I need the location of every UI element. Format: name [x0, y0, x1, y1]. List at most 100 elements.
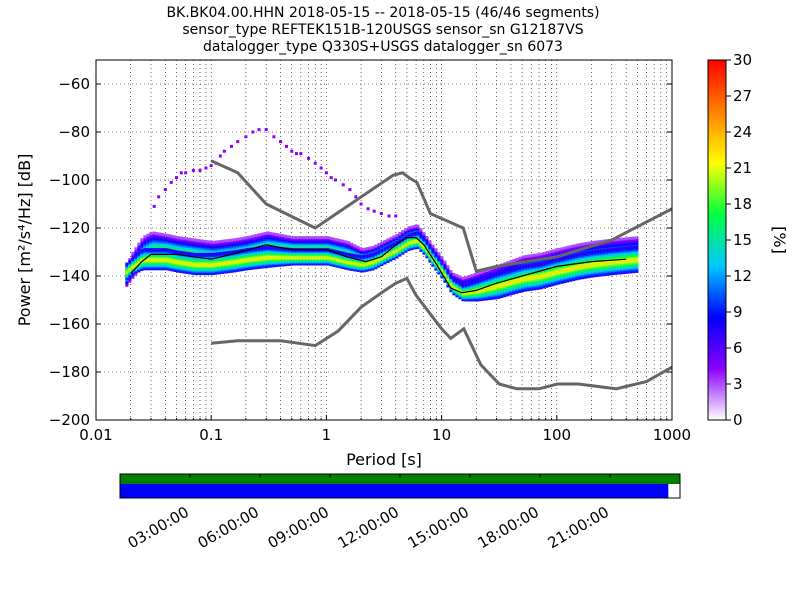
density-cell — [506, 264, 510, 268]
density-cell — [395, 233, 399, 237]
density-cell — [326, 236, 330, 240]
density-cell — [164, 236, 168, 240]
density-cell — [380, 241, 384, 245]
density-cell — [209, 252, 213, 256]
density-cell — [416, 231, 420, 235]
density-cell — [626, 237, 630, 241]
density-cell — [155, 242, 159, 246]
density-cell — [602, 245, 606, 249]
density-cell — [575, 250, 579, 254]
density-cell — [380, 248, 384, 252]
density-cell — [446, 265, 450, 269]
density-cell — [572, 246, 576, 250]
density-cell — [152, 233, 156, 237]
density-cell — [584, 242, 588, 246]
density-cell — [413, 224, 417, 228]
density-cell — [413, 231, 417, 235]
density-cell — [623, 242, 627, 246]
density-cell — [152, 231, 156, 235]
title-line-3: datalogger_type Q330S+USGS datalogger_sn… — [203, 39, 563, 55]
density-cell — [266, 231, 270, 235]
density-cell — [293, 236, 297, 240]
density-cell — [257, 246, 261, 250]
density-cell — [581, 244, 585, 248]
density-cell — [476, 273, 480, 277]
density-cell — [392, 235, 396, 239]
density-cell — [617, 241, 621, 245]
density-cell — [431, 249, 435, 253]
density-cell — [236, 249, 240, 253]
density-cell — [377, 250, 381, 254]
density-cell — [392, 242, 396, 246]
density-cell — [455, 274, 459, 278]
density-cell — [221, 239, 225, 243]
density-cell — [527, 261, 531, 265]
density-cell — [515, 259, 519, 263]
density-cell — [272, 246, 276, 250]
density-cell — [434, 253, 438, 257]
density-cell — [374, 244, 378, 248]
density-cell — [161, 237, 165, 241]
density-cell — [266, 245, 270, 249]
density-cell — [140, 247, 144, 251]
density-cell — [533, 260, 537, 264]
density-cell — [239, 249, 243, 253]
density-cell — [530, 254, 534, 258]
density-cell — [155, 245, 159, 249]
density-cell — [161, 233, 165, 237]
density-cell — [419, 228, 423, 232]
density-cell — [272, 232, 276, 236]
density-cell — [158, 245, 162, 249]
density-cell — [476, 275, 480, 279]
density-cell — [146, 248, 150, 252]
density-cell — [170, 234, 174, 238]
density-cell — [149, 239, 153, 243]
density-cell — [194, 238, 198, 242]
density-cell — [227, 250, 231, 254]
density-cell — [542, 253, 546, 257]
density-cell — [158, 235, 162, 239]
density-cell — [539, 254, 543, 258]
title-line-2: sensor_type REFTEK151B-120USGS sensor_sn… — [182, 22, 583, 38]
density-cell — [581, 242, 585, 246]
density-cell — [629, 240, 633, 244]
density-cell — [185, 251, 189, 255]
density-cell — [155, 235, 159, 239]
density-cell — [455, 279, 459, 283]
density-cell — [359, 255, 363, 259]
density-cell — [140, 243, 144, 247]
density-cell — [215, 240, 219, 244]
density-cell — [398, 239, 402, 243]
density-cell — [530, 261, 534, 265]
density-cell — [260, 246, 264, 250]
density-cell — [128, 258, 132, 262]
density-cell — [164, 248, 168, 252]
density-cell — [152, 242, 156, 246]
density-cell — [143, 235, 147, 239]
density-cell — [140, 241, 144, 245]
density-cell — [146, 235, 150, 239]
density-cell — [422, 237, 426, 241]
density-cell — [548, 250, 552, 254]
density-cell — [614, 243, 618, 247]
density-cell — [539, 259, 543, 263]
density-cell — [158, 240, 162, 244]
density-cell — [167, 234, 171, 238]
density-cell — [572, 244, 576, 248]
density-cell — [563, 246, 567, 250]
density-cell — [467, 282, 471, 286]
density-cell — [407, 226, 411, 230]
density-cell — [599, 239, 603, 243]
density-cell — [164, 241, 168, 245]
density-cell — [368, 246, 372, 250]
density-cell — [203, 239, 207, 243]
density-cell — [311, 236, 315, 240]
density-cell — [137, 246, 141, 250]
density-cell — [356, 254, 360, 258]
density-cell — [164, 239, 168, 243]
density-cell — [248, 235, 252, 239]
density-cell — [164, 235, 168, 239]
density-cell — [485, 270, 489, 274]
density-cell — [227, 238, 231, 242]
density-cell — [275, 233, 279, 237]
